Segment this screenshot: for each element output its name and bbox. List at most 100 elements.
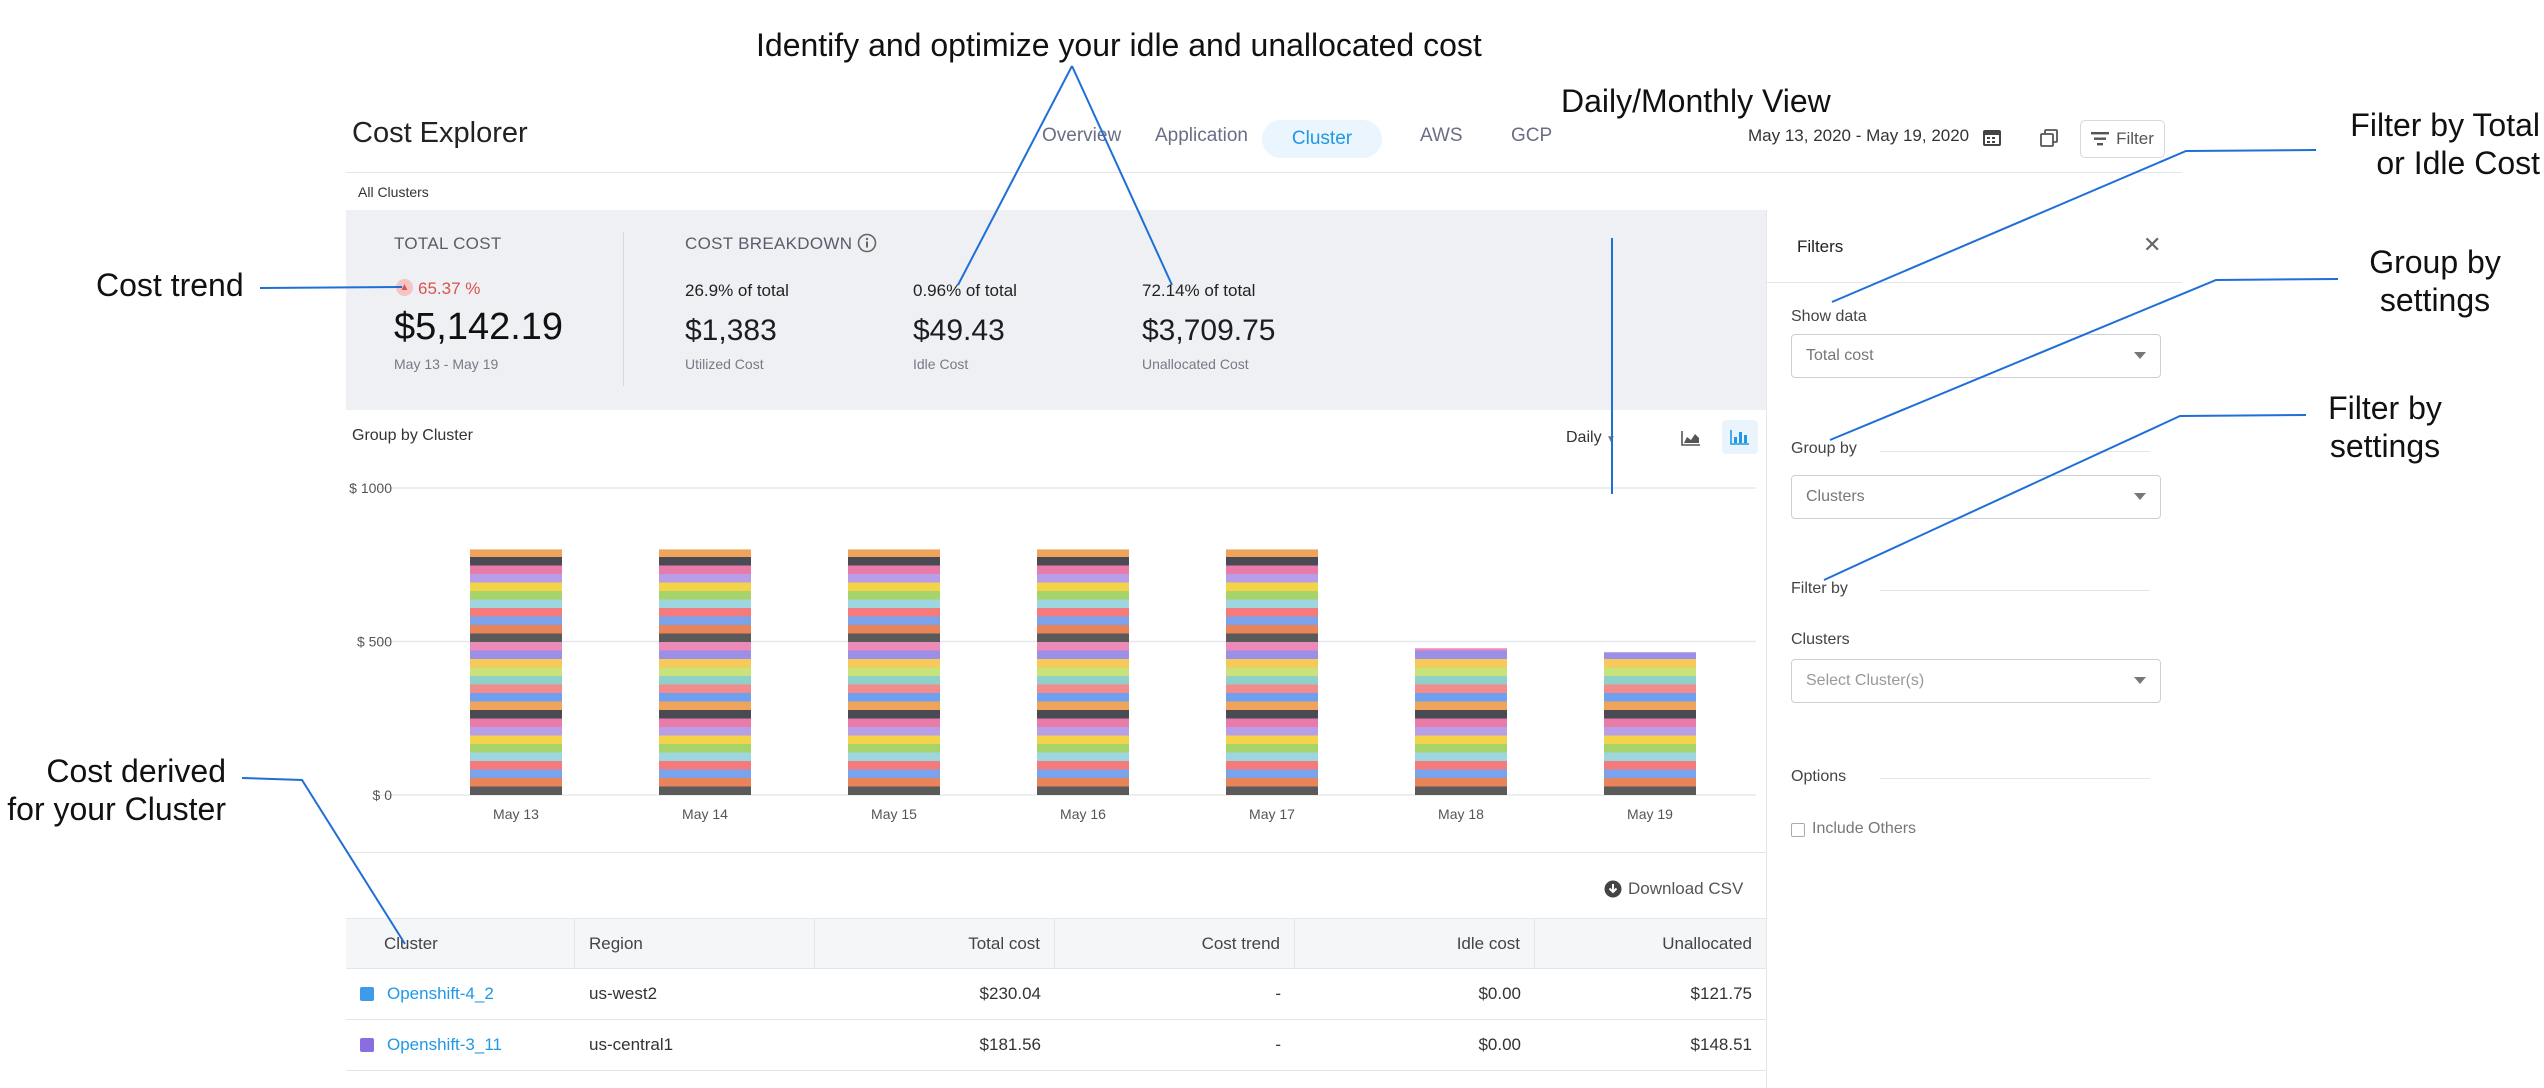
bar-segment (1604, 744, 1696, 753)
bar-segment (848, 659, 940, 668)
bar-segment (1226, 549, 1318, 557)
area-chart-icon[interactable] (1676, 425, 1706, 451)
callout-cost-derived-line2: for your Cluster (7, 791, 226, 827)
bar-segment (1037, 676, 1129, 685)
bar-segment (1226, 574, 1318, 583)
bar-segment (848, 565, 940, 574)
col-cluster[interactable]: Cluster (346, 919, 575, 968)
bar-segment (1604, 718, 1696, 727)
bar-segment (1415, 710, 1507, 719)
bar-may-18[interactable] (1415, 648, 1507, 795)
close-icon[interactable]: ✕ (2143, 232, 2162, 257)
bar-segment (1226, 786, 1318, 795)
idle-cost-cell: $0.00 (1478, 984, 1521, 1003)
bar-segment (659, 659, 751, 668)
tab-cluster[interactable]: Cluster (1262, 120, 1382, 158)
bar-may-17[interactable] (1226, 549, 1318, 795)
y-tick-label: $ 0 (373, 787, 393, 803)
tab-overview[interactable]: Overview (1042, 125, 1122, 146)
cost-bar-chart: $ 0 $ 500 $ 1000 May 13 May 14 May 15 May 16 Ma… (349, 480, 1756, 822)
bar-segment (848, 786, 940, 795)
bar-segment (1037, 735, 1129, 744)
filter-by-rule (1880, 590, 2150, 591)
col-unallocated[interactable]: Unallocated (1662, 933, 1752, 953)
bar-segment (1037, 616, 1129, 625)
group-by-select[interactable]: Clusters (1791, 475, 2161, 519)
callout-filter-by-line2: settings (2329, 428, 2441, 464)
bar-segment (1415, 761, 1507, 770)
bar-segment (1037, 608, 1129, 617)
view-select[interactable]: Daily ▼ (1566, 429, 1616, 447)
download-csv-link[interactable]: Download CSV (1604, 879, 1743, 899)
clusters-select[interactable]: Select Cluster(s) (1791, 659, 2161, 703)
bar-segment (659, 778, 751, 787)
show-data-select[interactable]: Total cost (1791, 334, 2161, 378)
col-total-cost[interactable]: Total cost (815, 919, 1055, 968)
x-tick-label: May 19 (1627, 806, 1673, 822)
include-others-checkbox[interactable] (1791, 823, 1805, 837)
bar-segment (848, 693, 940, 702)
bar-segment (848, 642, 940, 651)
tab-aws[interactable]: AWS (1420, 125, 1463, 146)
date-range-picker[interactable]: May 13, 2020 - May 19, 2020 (1748, 126, 1970, 145)
bar-segment (659, 625, 751, 634)
idle-cost-cell: $0.00 (1478, 1035, 1521, 1054)
bar-segment (848, 752, 940, 761)
col-cost-trend[interactable]: Cost trend (1055, 919, 1295, 968)
bar-chart-icon[interactable] (1722, 420, 1758, 454)
table-header-row: Cluster Region Total cost Cost trend Idl… (346, 918, 1766, 969)
bar-segment (848, 778, 940, 787)
bar-segment (1037, 549, 1129, 557)
bar-segment (1604, 652, 1696, 659)
cluster-link[interactable]: Openshift-3_11 (387, 1035, 502, 1054)
info-icon[interactable] (856, 232, 878, 254)
cost-breakdown-label: COST BREAKDOWN (685, 234, 853, 253)
callout-cost-derived-line1: Cost derived (46, 753, 226, 789)
callout-group-by-line2: settings (2379, 282, 2491, 318)
bar-segment (1415, 718, 1507, 727)
header-divider (346, 172, 2182, 173)
page-title: Cost Explorer (352, 117, 528, 149)
utilized-cost-label: Utilized Cost (685, 356, 764, 372)
bar-segment (470, 710, 562, 719)
tab-gcp[interactable]: GCP (1511, 125, 1553, 146)
x-tick-label: May 15 (871, 806, 917, 822)
total-cost-period: May 13 - May 19 (394, 356, 499, 372)
tab-application[interactable]: Application (1155, 125, 1248, 146)
bar-segment (659, 718, 751, 727)
bar-may-16[interactable] (1037, 549, 1129, 795)
bar-may-15[interactable] (848, 549, 940, 795)
bar-segment (1415, 701, 1507, 710)
bar-segment (1037, 574, 1129, 583)
filter-button[interactable]: Filter (2080, 120, 2165, 158)
bar-segment (1037, 625, 1129, 634)
x-tick-label: May 13 (493, 806, 539, 822)
table-row[interactable]: Openshift-3_11 us-central1 $181.56 - $0.… (346, 1020, 1766, 1071)
col-region[interactable]: Region (575, 919, 815, 968)
copy-icon[interactable] (2038, 127, 2060, 149)
calendar-icon[interactable] (1982, 127, 2002, 147)
dropdown-caret-icon (2134, 677, 2146, 684)
clusters-label: Clusters (1791, 631, 1850, 648)
callout-cost-trend: Cost trend (96, 267, 244, 303)
view-select-value: Daily (1566, 429, 1602, 446)
bar-segment (1604, 667, 1696, 676)
bar-may-14[interactable] (659, 549, 751, 795)
unallocated-cell: $148.51 (1690, 1035, 1752, 1054)
table-row[interactable]: Openshift-4_2 us-west2 $230.04 - $0.00 $… (346, 969, 1766, 1020)
bar-segment (1226, 650, 1318, 659)
show-data-label: Show data (1791, 308, 1867, 325)
idle-cost-pct: 0.96% of total (913, 281, 1017, 300)
x-tick-label: May 18 (1438, 806, 1484, 822)
bar-segment (1415, 667, 1507, 676)
callout-filter-total: Filter by Total or Idle Cost (2300, 106, 2540, 182)
bar-may-13[interactable] (470, 549, 562, 795)
unallocated-cost-value: $3,709.75 (1142, 314, 1276, 347)
callout-idle-cost: Identify and optimize your idle and unal… (756, 27, 1482, 63)
bar-segment (1226, 693, 1318, 702)
bar-may-19[interactable] (1604, 652, 1696, 795)
cluster-link[interactable]: Openshift-4_2 (387, 984, 494, 1003)
bar-segment (1037, 701, 1129, 710)
bar-segment (1037, 659, 1129, 668)
col-idle-cost[interactable]: Idle cost (1295, 919, 1535, 968)
